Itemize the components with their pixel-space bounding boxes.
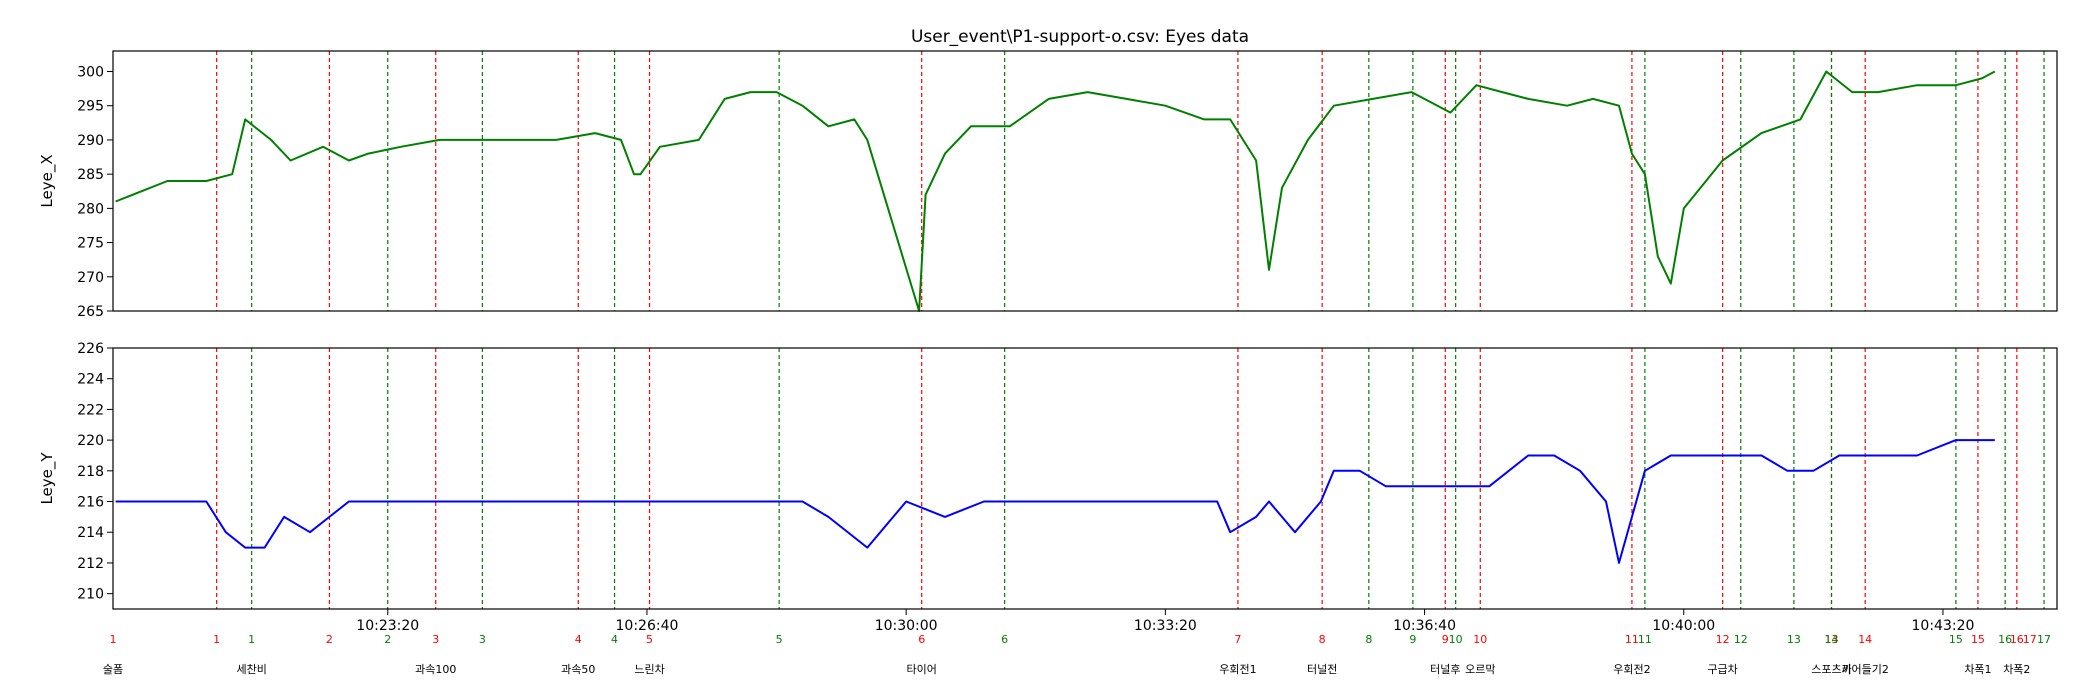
event-number-start: 12 <box>1716 633 1730 646</box>
event-number-start: 14 <box>1858 633 1872 646</box>
x-tick-label: 10:43:20 <box>1912 618 1975 634</box>
event-number-start: 1 <box>213 633 220 646</box>
y-tick-label: 224 <box>77 372 104 388</box>
y-tick-label: 222 <box>77 402 104 418</box>
event-number-end: 5 <box>776 633 783 646</box>
series-line-leye-y <box>115 439 1995 564</box>
x-tick-label: 10:23:20 <box>356 618 419 634</box>
event-number-start: 2 <box>326 633 333 646</box>
y-tick-label: 220 <box>77 433 104 449</box>
event-name-label: 터널후 <box>1430 663 1460 676</box>
event-number-start: 6 <box>918 633 925 646</box>
axes-frame-panel1 <box>112 50 2058 312</box>
event-number-start: 8 <box>1319 633 1326 646</box>
y-tick-label: 295 <box>77 99 104 115</box>
y-tick-label: 218 <box>77 464 104 480</box>
labels-layer: 265270275280285290295300Leye_X2102122142… <box>38 65 2051 676</box>
event-name-label: 술폼 <box>103 663 123 676</box>
event-number-start: 15 <box>1971 633 1985 646</box>
y-tick-label: 226 <box>77 341 104 357</box>
event-number-end: 12 <box>1734 633 1748 646</box>
event-number-end: 15 <box>1949 633 1963 646</box>
event-number-end: 1 <box>248 633 255 646</box>
y-tick-label: 212 <box>77 556 104 572</box>
event-name-label: 우회전1 <box>1219 663 1256 676</box>
event-number-start: 3 <box>432 633 439 646</box>
event-name-label: 차폭1 <box>1964 663 1991 676</box>
event-number-start: 5 <box>646 633 653 646</box>
event-number-start: 1 <box>110 633 117 646</box>
event-number-start: 7 <box>1234 633 1241 646</box>
event-number-end: 3 <box>479 633 486 646</box>
event-number-end: 16 <box>1998 633 2012 646</box>
event-name-label: 스포츠카 <box>1811 663 1851 676</box>
event-number-end: 11 <box>1638 633 1652 646</box>
event-number-start: 13 <box>1824 633 1838 646</box>
y-tick-label: 216 <box>77 495 104 511</box>
event-number-start: 17 <box>2023 633 2037 646</box>
y-tick-label: 214 <box>77 525 104 541</box>
event-name-label: 우회전2 <box>1613 663 1650 676</box>
y-tick-label: 270 <box>77 270 104 286</box>
event-name-label: 과속50 <box>561 663 595 676</box>
x-tick-label: 10:26:40 <box>616 618 679 634</box>
event-number-end: 8 <box>1365 633 1372 646</box>
event-number-end: 13 <box>1787 633 1801 646</box>
event-number-end: 14 <box>1824 633 1838 646</box>
event-name-label: 구급차 <box>1707 663 1737 676</box>
event-number-end: 9 <box>1409 633 1416 646</box>
event-name-label: 오르막 <box>1465 663 1495 676</box>
x-tick-label: 10:30:00 <box>875 618 938 634</box>
event-name-label: 느린차 <box>634 663 664 676</box>
event-number-end: 6 <box>1001 633 1008 646</box>
figure-title: User_event\P1-support-o.csv: Eyes data <box>911 27 1249 47</box>
event-name-label: 차폭2 <box>2003 663 2030 676</box>
event-name-label: 끼어들기2 <box>1841 663 1888 676</box>
y-tick-label: 300 <box>77 65 104 81</box>
axes-layer <box>107 50 2058 615</box>
y-axis-label: Leye_Y <box>38 452 57 505</box>
y-tick-label: 210 <box>77 587 104 603</box>
event-number-start: 9 <box>1442 633 1449 646</box>
event-number-start: 11 <box>1625 633 1639 646</box>
axes-frame-panel2 <box>112 347 2058 610</box>
y-tick-label: 280 <box>77 201 104 217</box>
event-number-end: 10 <box>1449 633 1463 646</box>
event-name-label: 과속100 <box>415 663 456 676</box>
y-tick-label: 265 <box>77 304 104 320</box>
event-number-end: 4 <box>611 633 618 646</box>
x-tick-label: 10:40:00 <box>1652 618 1715 634</box>
event-name-label: 세찬비 <box>236 662 266 676</box>
event-number-start: 10 <box>1473 633 1487 646</box>
x-tick-label: 10:36:40 <box>1393 618 1456 634</box>
event-name-label: 타이어 <box>907 663 937 676</box>
event-number-start: 16 <box>2010 633 2024 646</box>
y-tick-label: 285 <box>77 167 104 183</box>
y-tick-label: 290 <box>77 133 104 149</box>
series-layer <box>115 70 1996 564</box>
series-line-leye-x <box>115 70 1996 312</box>
event-number-end: 17 <box>2037 633 2051 646</box>
event-number-end: 2 <box>384 633 391 646</box>
event-name-label: 터널전 <box>1307 663 1337 676</box>
y-tick-label: 275 <box>77 236 104 252</box>
event-number-start: 4 <box>575 633 582 646</box>
x-tick-label: 10:33:20 <box>1134 618 1197 634</box>
y-axis-label: Leye_X <box>38 154 57 207</box>
